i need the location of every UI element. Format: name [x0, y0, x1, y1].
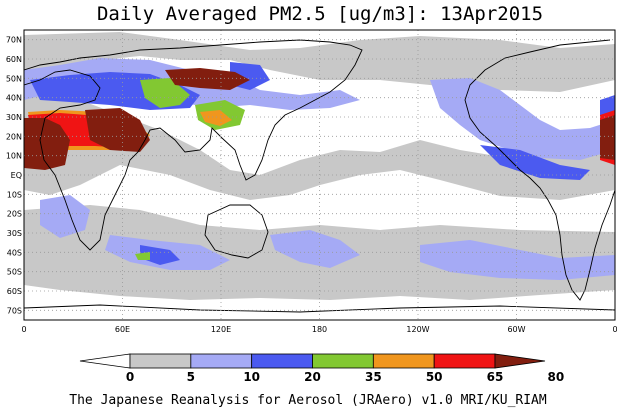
map-title: Daily Averaged PM2.5 [ug/m3]: 13Apr2015 [97, 3, 543, 25]
map-frame [23, 29, 616, 321]
latitude-labels: 70N 60N 50N 40N 30N 20N 10N EQ 10S 20S 30S 40S 50S 60… [6, 36, 22, 316]
latitude-label: 10N [6, 152, 22, 161]
latitude-label: 30N [6, 113, 22, 122]
colorbar-segment [312, 353, 374, 369]
longitude-label: 60E [115, 325, 130, 334]
latitude-label: 70N [6, 36, 22, 45]
longitude-label: 120W [406, 325, 429, 334]
latitude-label: 30S [7, 229, 22, 238]
colorbar-label: 0 [126, 370, 134, 384]
colorbar-label: 35 [365, 370, 382, 384]
latitude-label: EQ [11, 171, 22, 180]
colorbar-label: 50 [426, 370, 443, 384]
longitude-label: 0 [21, 325, 26, 334]
shade-level-10 [24, 58, 615, 280]
colorbar: 0 5 10 20 35 50 65 80 [79, 353, 564, 384]
shade-level-80 [24, 68, 615, 170]
colorbar-label: 80 [547, 370, 564, 384]
latitude-label: 70S [7, 306, 22, 315]
longitude-labels: 0 60E 120E 180 120W 60W 0 [21, 325, 617, 334]
colorbar-min-arrow [79, 353, 131, 369]
longitude-label: 60W [507, 325, 525, 334]
colorbar-segment [129, 353, 192, 369]
colorbar-label: 20 [304, 370, 321, 384]
pm25-shading [24, 32, 615, 300]
longitude-label: 0 [612, 325, 617, 334]
latitude-label: 60S [7, 287, 22, 296]
credit-line: The Japanese Reanalysis for Aerosol (JRA… [69, 393, 547, 408]
latitude-label: 20S [7, 210, 22, 219]
latitude-label: 10S [7, 190, 22, 199]
coastlines [24, 39, 615, 313]
latitude-label: 50N [6, 74, 22, 83]
colorbar-segment [433, 353, 496, 369]
colorbar-label: 5 [187, 370, 195, 384]
colorbar-max-arrow [494, 353, 546, 369]
longitude-label: 120E [211, 325, 231, 334]
latitude-label: 20N [6, 132, 22, 141]
latitude-label: 40S [7, 248, 22, 257]
latitude-label: 40N [6, 94, 22, 103]
colorbar-segment [251, 353, 313, 369]
colorbar-label: 65 [487, 370, 504, 384]
longitude-label: 180 [312, 325, 327, 334]
colorbar-segment [372, 353, 435, 369]
latitude-label: 50S [7, 268, 22, 277]
colorbar-label: 10 [243, 370, 260, 384]
colorbar-segment [190, 353, 253, 369]
grid-lines [24, 30, 615, 320]
latitude-label: 60N [6, 55, 22, 64]
